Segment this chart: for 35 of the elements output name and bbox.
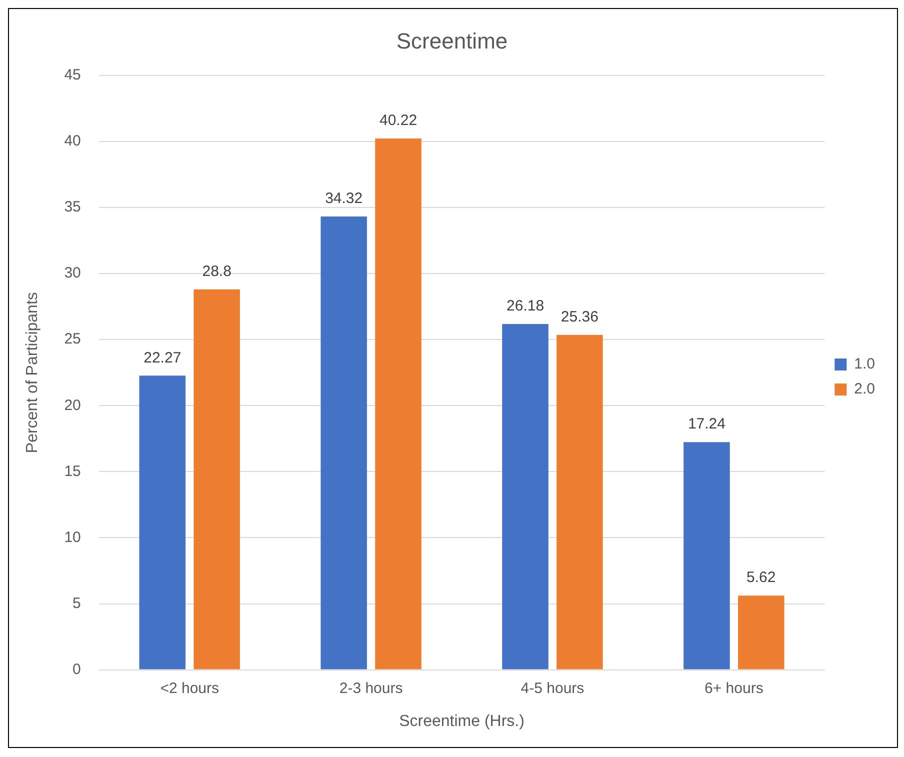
bar bbox=[194, 289, 240, 670]
data-label: 22.27 bbox=[144, 349, 182, 366]
x-axis-title: Screentime (Hrs.) bbox=[399, 712, 524, 730]
y-tick-label: 20 bbox=[64, 396, 81, 414]
y-tick-label: 40 bbox=[64, 132, 81, 150]
bar bbox=[139, 376, 186, 670]
bar bbox=[502, 324, 548, 670]
y-axis-title: Percent of Participants bbox=[24, 292, 42, 454]
y-tick-label: 0 bbox=[72, 660, 81, 678]
chart-title: Screentime bbox=[396, 28, 508, 54]
x-tick-label: 6+ hours bbox=[704, 680, 764, 697]
data-label: 34.32 bbox=[325, 190, 363, 208]
y-tick-label: 35 bbox=[64, 198, 81, 216]
legend-label: 1.0 bbox=[854, 356, 876, 373]
bar bbox=[375, 138, 422, 670]
y-tick-label: 25 bbox=[64, 330, 81, 348]
bar bbox=[556, 334, 603, 670]
legend-label: 2.0 bbox=[854, 380, 876, 398]
bar bbox=[684, 442, 730, 670]
data-label: 25.36 bbox=[560, 308, 598, 326]
x-tick-label: 4-5 hours bbox=[520, 680, 584, 697]
y-tick-label: 5 bbox=[72, 594, 81, 612]
bar bbox=[738, 596, 784, 670]
data-label: 17.24 bbox=[688, 416, 726, 433]
data-label: 40.22 bbox=[379, 112, 418, 130]
data-label: 26.18 bbox=[506, 298, 544, 315]
y-tick-label: 10 bbox=[64, 528, 81, 546]
y-tick-label: 15 bbox=[64, 462, 81, 480]
x-tick-label: <2 hours bbox=[160, 680, 220, 697]
data-label: 5.62 bbox=[746, 569, 776, 586]
y-tick-label: 45 bbox=[64, 66, 81, 84]
bar bbox=[320, 216, 367, 670]
x-tick-label: 2-3 hours bbox=[339, 680, 403, 697]
data-label: 28.8 bbox=[202, 263, 232, 280]
y-tick-label: 30 bbox=[64, 264, 81, 282]
